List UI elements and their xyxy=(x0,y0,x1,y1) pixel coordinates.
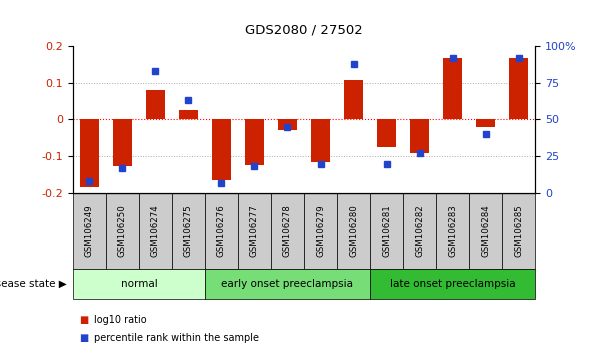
FancyBboxPatch shape xyxy=(436,193,469,269)
Text: GDS2080 / 27502: GDS2080 / 27502 xyxy=(245,23,363,36)
FancyBboxPatch shape xyxy=(73,269,205,299)
Bar xyxy=(80,120,98,187)
Bar xyxy=(179,110,198,120)
FancyBboxPatch shape xyxy=(139,193,172,269)
Text: disease state ▶: disease state ▶ xyxy=(0,279,67,289)
Text: GSM106285: GSM106285 xyxy=(514,205,523,257)
Bar xyxy=(311,120,330,162)
Text: normal: normal xyxy=(120,279,157,289)
Text: GSM106280: GSM106280 xyxy=(349,205,358,257)
Text: GSM106283: GSM106283 xyxy=(448,205,457,257)
Text: ■: ■ xyxy=(79,315,88,325)
FancyBboxPatch shape xyxy=(370,193,403,269)
Text: early onset preeclampsia: early onset preeclampsia xyxy=(221,279,353,289)
FancyBboxPatch shape xyxy=(205,269,370,299)
Text: GSM106276: GSM106276 xyxy=(217,205,226,257)
Text: GSM106250: GSM106250 xyxy=(118,205,127,257)
FancyBboxPatch shape xyxy=(73,193,106,269)
Text: GSM106279: GSM106279 xyxy=(316,205,325,257)
Bar xyxy=(378,120,396,147)
FancyBboxPatch shape xyxy=(502,193,535,269)
Text: GSM106281: GSM106281 xyxy=(382,205,391,257)
Text: ■: ■ xyxy=(79,333,88,343)
Text: GSM106249: GSM106249 xyxy=(85,205,94,257)
FancyBboxPatch shape xyxy=(205,193,238,269)
Bar xyxy=(246,120,263,165)
Bar xyxy=(477,120,495,127)
FancyBboxPatch shape xyxy=(172,193,205,269)
Text: GSM106274: GSM106274 xyxy=(151,205,160,257)
Text: GSM106275: GSM106275 xyxy=(184,205,193,257)
Text: GSM106282: GSM106282 xyxy=(415,205,424,257)
Text: percentile rank within the sample: percentile rank within the sample xyxy=(94,333,259,343)
Text: log10 ratio: log10 ratio xyxy=(94,315,147,325)
Bar xyxy=(212,120,230,180)
Bar xyxy=(510,58,528,120)
FancyBboxPatch shape xyxy=(106,193,139,269)
FancyBboxPatch shape xyxy=(370,269,535,299)
Bar xyxy=(278,120,297,131)
Bar xyxy=(410,120,429,153)
Text: GSM106278: GSM106278 xyxy=(283,205,292,257)
FancyBboxPatch shape xyxy=(469,193,502,269)
Bar xyxy=(147,90,165,120)
FancyBboxPatch shape xyxy=(238,193,271,269)
Bar xyxy=(113,120,131,166)
Bar xyxy=(443,58,461,120)
Bar xyxy=(344,80,362,120)
FancyBboxPatch shape xyxy=(271,193,304,269)
FancyBboxPatch shape xyxy=(337,193,370,269)
Text: GSM106284: GSM106284 xyxy=(481,205,490,257)
Text: late onset preeclampsia: late onset preeclampsia xyxy=(390,279,516,289)
FancyBboxPatch shape xyxy=(403,193,436,269)
FancyBboxPatch shape xyxy=(304,193,337,269)
Text: GSM106277: GSM106277 xyxy=(250,205,259,257)
